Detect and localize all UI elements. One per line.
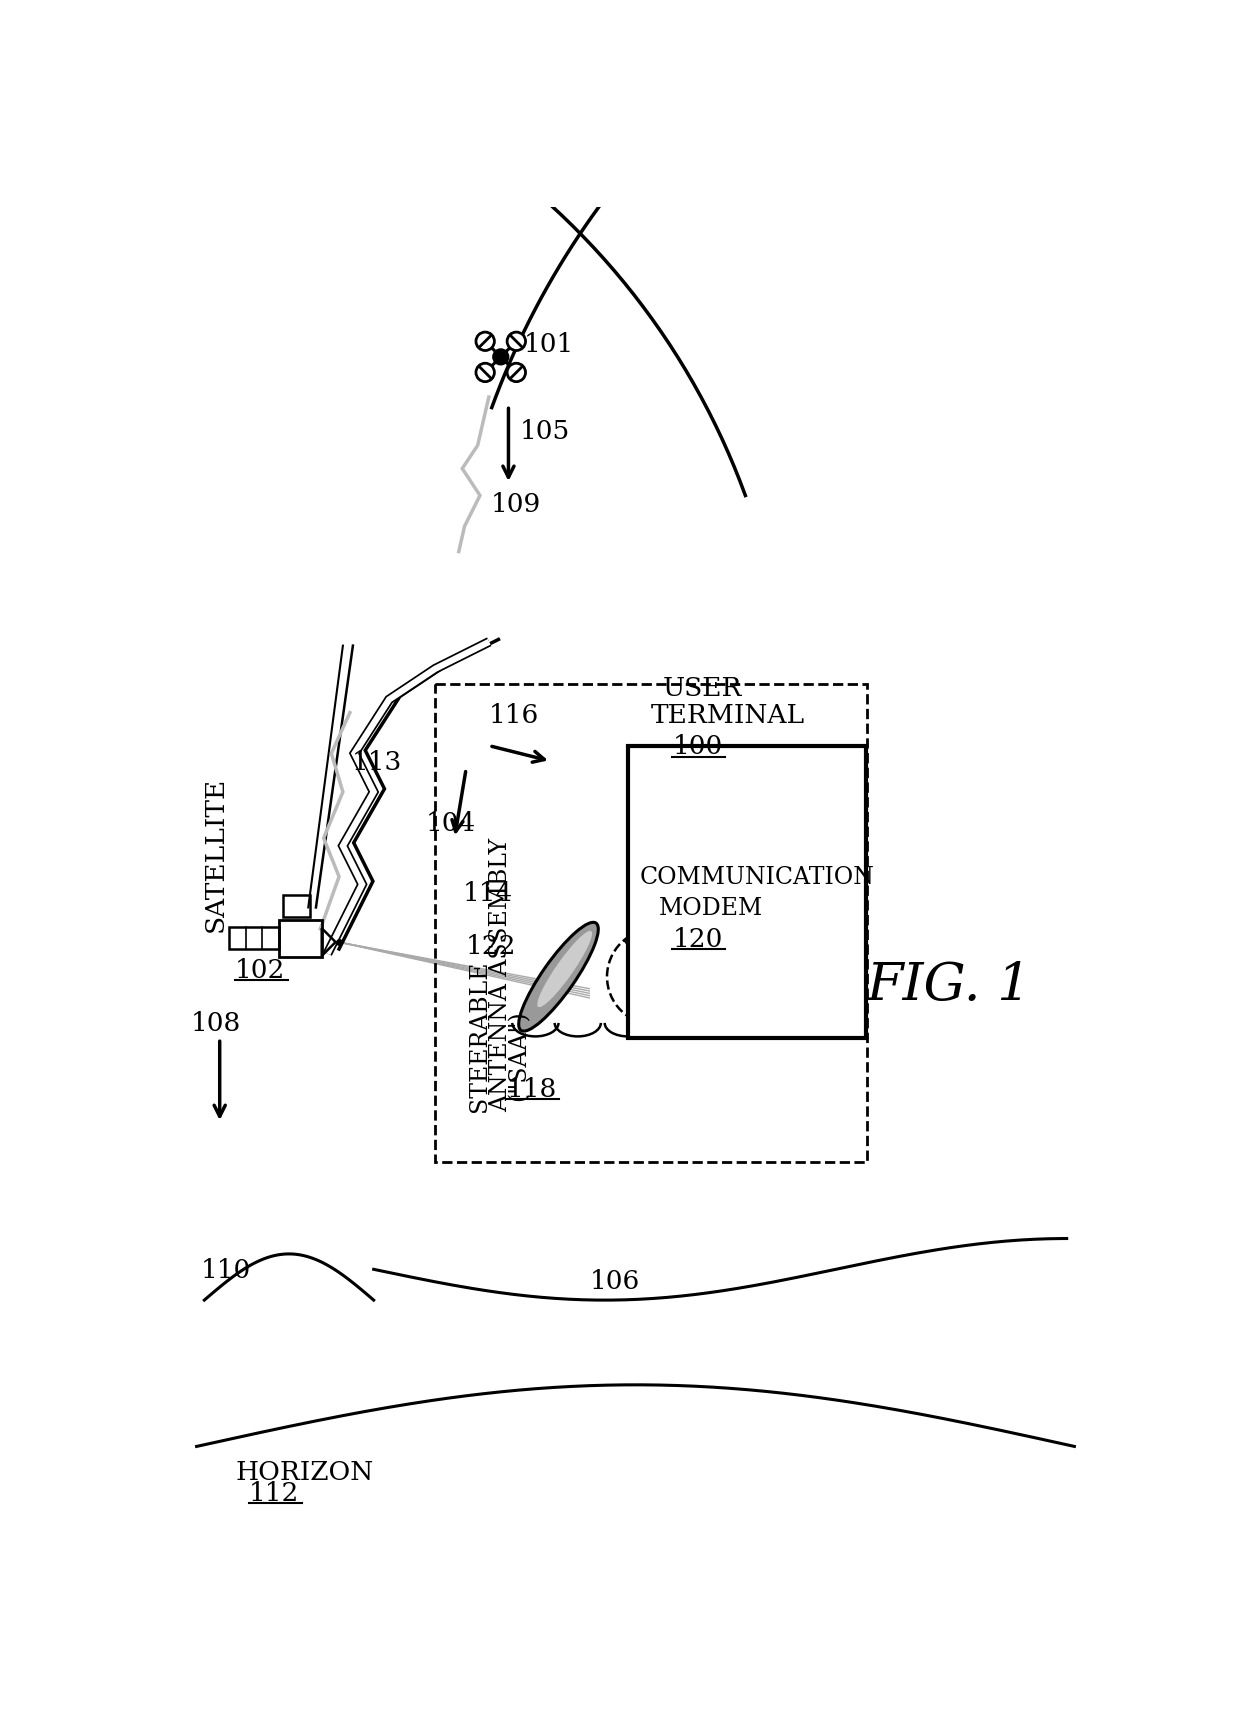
Text: MODEM: MODEM xyxy=(658,896,763,919)
Circle shape xyxy=(476,363,495,382)
Ellipse shape xyxy=(518,922,599,1031)
Text: 118: 118 xyxy=(507,1076,558,1102)
Ellipse shape xyxy=(537,931,591,1007)
Text: 104: 104 xyxy=(427,811,476,836)
Circle shape xyxy=(507,332,526,351)
Circle shape xyxy=(494,351,508,365)
Bar xyxy=(279,920,321,957)
Text: TERMINAL: TERMINAL xyxy=(651,702,805,728)
Text: STEERABLE: STEERABLE xyxy=(469,960,491,1112)
Text: ("SAA"): ("SAA") xyxy=(507,1010,529,1100)
Text: 102: 102 xyxy=(236,957,285,983)
Text: 101: 101 xyxy=(523,332,574,356)
Circle shape xyxy=(507,363,526,382)
Text: 106: 106 xyxy=(589,1268,640,1294)
Bar xyxy=(229,927,279,950)
Text: HORIZON: HORIZON xyxy=(236,1460,373,1484)
Text: 108: 108 xyxy=(191,1010,241,1036)
Bar xyxy=(283,896,310,917)
Text: 100: 100 xyxy=(672,734,723,759)
Text: 120: 120 xyxy=(672,926,723,952)
Text: FIG. 1: FIG. 1 xyxy=(867,960,1032,1010)
Text: 122: 122 xyxy=(466,934,517,958)
Bar xyxy=(435,685,867,1163)
Text: 110: 110 xyxy=(201,1258,250,1282)
Text: 116: 116 xyxy=(490,702,539,728)
Text: 112: 112 xyxy=(249,1481,299,1505)
Text: COMMUNICATION: COMMUNICATION xyxy=(640,865,874,889)
Text: 113: 113 xyxy=(352,749,403,773)
Text: SATELLITE: SATELLITE xyxy=(203,775,228,931)
Text: 109: 109 xyxy=(491,491,541,516)
Text: ANTENNA ASSEMBLY: ANTENNA ASSEMBLY xyxy=(490,837,512,1112)
Bar xyxy=(627,746,867,1038)
Text: 105: 105 xyxy=(520,419,570,443)
Circle shape xyxy=(476,332,495,351)
Text: 114: 114 xyxy=(463,881,512,905)
Text: USER: USER xyxy=(662,676,742,701)
